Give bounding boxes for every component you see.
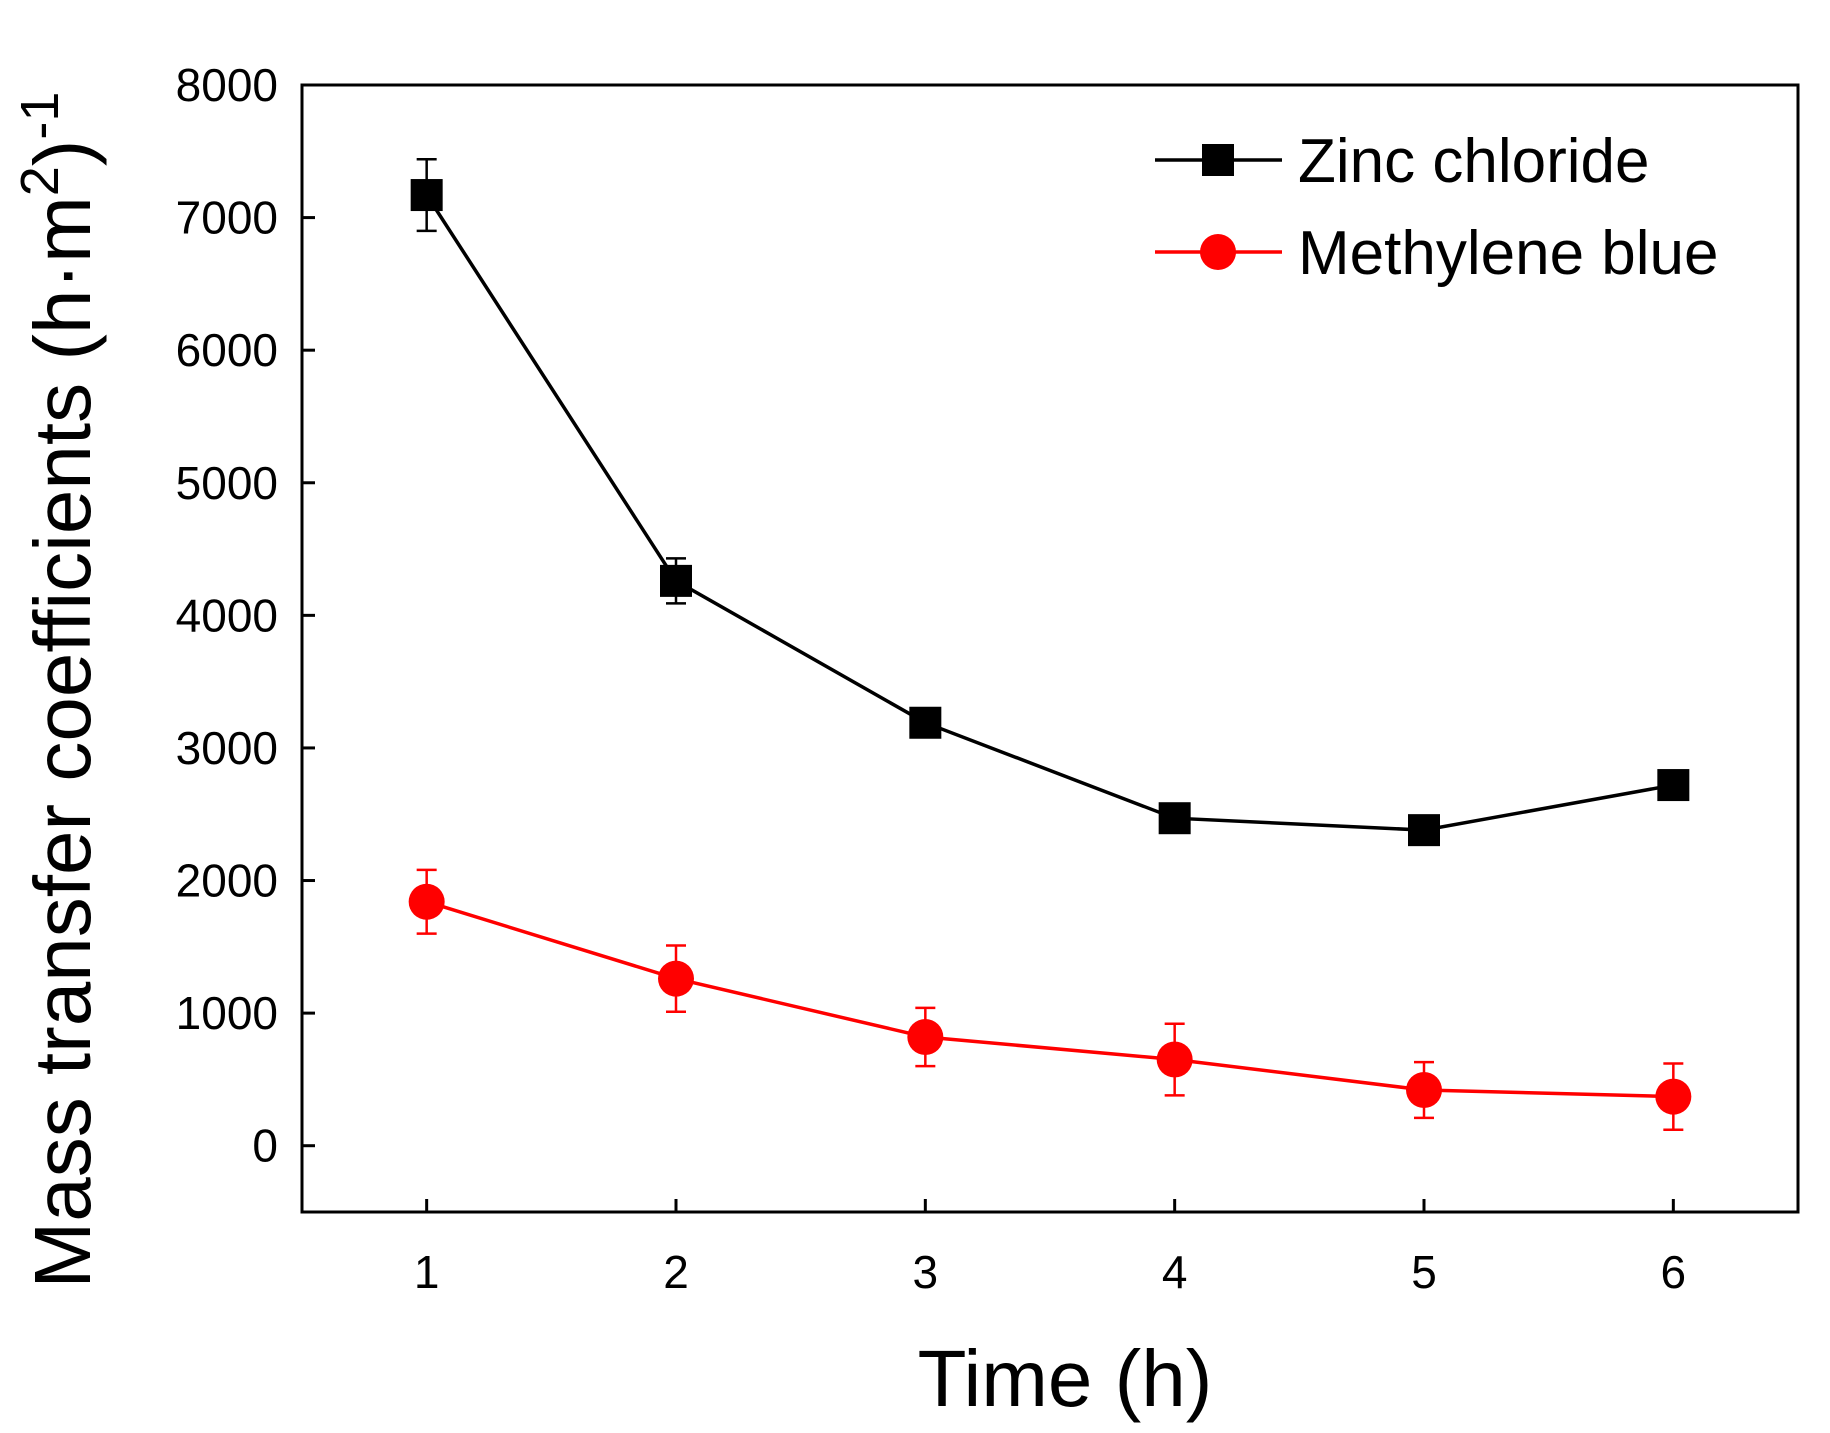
legend-marker bbox=[1200, 234, 1236, 270]
data-point bbox=[909, 706, 942, 739]
x-axis-title: Time (h) bbox=[918, 1334, 1213, 1423]
data-point bbox=[907, 1018, 944, 1055]
x-tick-label: 3 bbox=[913, 1246, 939, 1298]
x-tick-label: 6 bbox=[1661, 1246, 1687, 1298]
y-tick-label: 7000 bbox=[176, 192, 278, 244]
y-tick-label: 1000 bbox=[176, 987, 278, 1039]
legend-label: Methylene blue bbox=[1298, 219, 1719, 288]
legend-item: Methylene blue bbox=[1155, 219, 1719, 288]
x-tick-label: 4 bbox=[1162, 1246, 1188, 1298]
x-tick-label: 2 bbox=[663, 1246, 689, 1298]
y-tick-label: 8000 bbox=[176, 59, 278, 111]
series-line bbox=[425, 194, 1674, 832]
y-tick-label: 4000 bbox=[176, 589, 278, 641]
y-tick-label: 0 bbox=[252, 1120, 278, 1172]
data-point bbox=[1156, 1041, 1193, 1078]
data-point bbox=[1408, 814, 1440, 847]
data-point bbox=[660, 564, 692, 597]
data-point bbox=[1406, 1072, 1442, 1109]
x-tick-label: 5 bbox=[1411, 1246, 1437, 1298]
x-axis: 1 2 3 4 5 6 bbox=[414, 1199, 1686, 1298]
series-zinc-chloride bbox=[410, 157, 1690, 847]
y-axis-title-sup-2: 2 bbox=[10, 166, 70, 196]
y-axis: 0 1000 2000 3000 4000 5000 6000 7000 8000 bbox=[176, 59, 315, 1172]
y-axis-title: Mass transfer coefficients (h·m2)-1 bbox=[10, 92, 107, 1289]
y-axis-title-sup-neg1: -1 bbox=[10, 92, 70, 140]
plot-frame bbox=[300, 83, 1800, 1214]
legend-marker bbox=[1202, 144, 1234, 176]
legend: Zinc chloride Methylene blue bbox=[1155, 127, 1719, 288]
data-point bbox=[408, 883, 445, 920]
y-tick-label: 3000 bbox=[176, 722, 278, 774]
y-axis-title-close: ) bbox=[18, 140, 107, 167]
legend-item: Zinc chloride bbox=[1155, 127, 1649, 196]
x-tick-label: 1 bbox=[414, 1246, 440, 1298]
y-tick-label: 2000 bbox=[176, 855, 278, 907]
series-layer bbox=[408, 157, 1692, 1132]
data-point bbox=[1158, 802, 1191, 835]
y-tick-label: 6000 bbox=[176, 324, 278, 376]
legend-label: Zinc chloride bbox=[1298, 127, 1649, 196]
data-point bbox=[658, 960, 694, 997]
series-line bbox=[426, 900, 1674, 1099]
data-point bbox=[410, 179, 443, 212]
y-axis-title-main: Mass transfer coefficients (h·m bbox=[18, 196, 107, 1288]
data-point bbox=[1657, 769, 1690, 802]
data-point bbox=[1655, 1078, 1692, 1115]
y-tick-label: 5000 bbox=[176, 457, 278, 509]
series-methylene-blue bbox=[408, 868, 1692, 1132]
